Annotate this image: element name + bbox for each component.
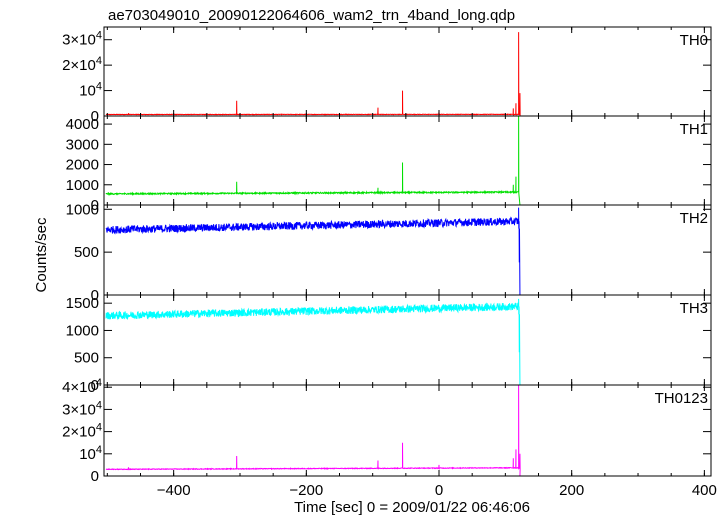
y-tick-label: 500 [74, 350, 99, 367]
panel-label: TH1 [680, 121, 708, 138]
y-tick-label: 3×104 [62, 399, 102, 418]
panel-th2: 0 500 1000 TH2 [66, 201, 712, 304]
y-tick-label: 4000 [66, 116, 99, 133]
x-tick-label: 0 [435, 482, 443, 499]
panel-frame [103, 26, 712, 117]
y-tick-label: 104 [79, 444, 102, 463]
panel-th0: 0 104 2×104 3×104 TH0 [62, 26, 712, 125]
panel-th0123: 0 104 2×104 3×104 4×104 TH0123 [62, 377, 712, 485]
y-axis-title: Counts/sec [33, 217, 50, 293]
series-line-th0123 [105, 384, 708, 477]
panel-label: TH0 [680, 32, 708, 49]
x-tick-label: −200 [289, 482, 323, 499]
y-tick-label: 1500 [66, 295, 99, 312]
y-tick-label: 1000 [66, 177, 99, 194]
y-tick-label: 0 [91, 108, 99, 125]
y-tick-label: 2×104 [62, 422, 102, 441]
x-axis-title: Time [sec] 0 = 2009/01/22 06:46:06 [294, 499, 530, 516]
y-tick-label: 2000 [66, 157, 99, 174]
panel-th3: 0 500 1000 1500 TH3 [66, 294, 712, 394]
panel-th1: 0 1000 2000 3000 4000 TH1 [66, 115, 712, 214]
series-line-th0 [105, 32, 708, 117]
y-tick-label: 0 [91, 377, 99, 394]
panel-label: TH2 [680, 210, 708, 227]
panel-label: TH0123 [655, 390, 708, 407]
x-tick-label: 200 [559, 482, 584, 499]
y-tick-label: 500 [74, 244, 99, 261]
x-tick-label: −400 [157, 482, 191, 499]
x-tick-label: 400 [692, 482, 717, 499]
series-line-th2 [105, 207, 708, 296]
y-tick-label: 3000 [66, 136, 99, 153]
y-tick-label: 1000 [66, 322, 99, 339]
series-line-th1 [105, 115, 708, 206]
y-tick-label: 0 [91, 468, 99, 485]
panel-label: TH3 [680, 300, 708, 317]
x-axis: −400 −200 0 200 400 [157, 482, 717, 499]
panel-frame [103, 204, 712, 296]
chart-title: ae703049010_20090122064606_wam2_trn_4ban… [108, 7, 515, 24]
y-tick-label: 4×104 [62, 377, 102, 396]
y-tick-label: 2×104 [62, 55, 102, 74]
y-tick-label: 0 [91, 287, 99, 304]
y-tick-label: 3×104 [62, 30, 102, 49]
panel-frame [103, 384, 712, 477]
series-line-th3 [105, 298, 708, 386]
y-tick-label: 1000 [66, 201, 99, 218]
y-tick-label: 0 [91, 197, 99, 214]
y-tick-label: 104 [79, 81, 102, 100]
